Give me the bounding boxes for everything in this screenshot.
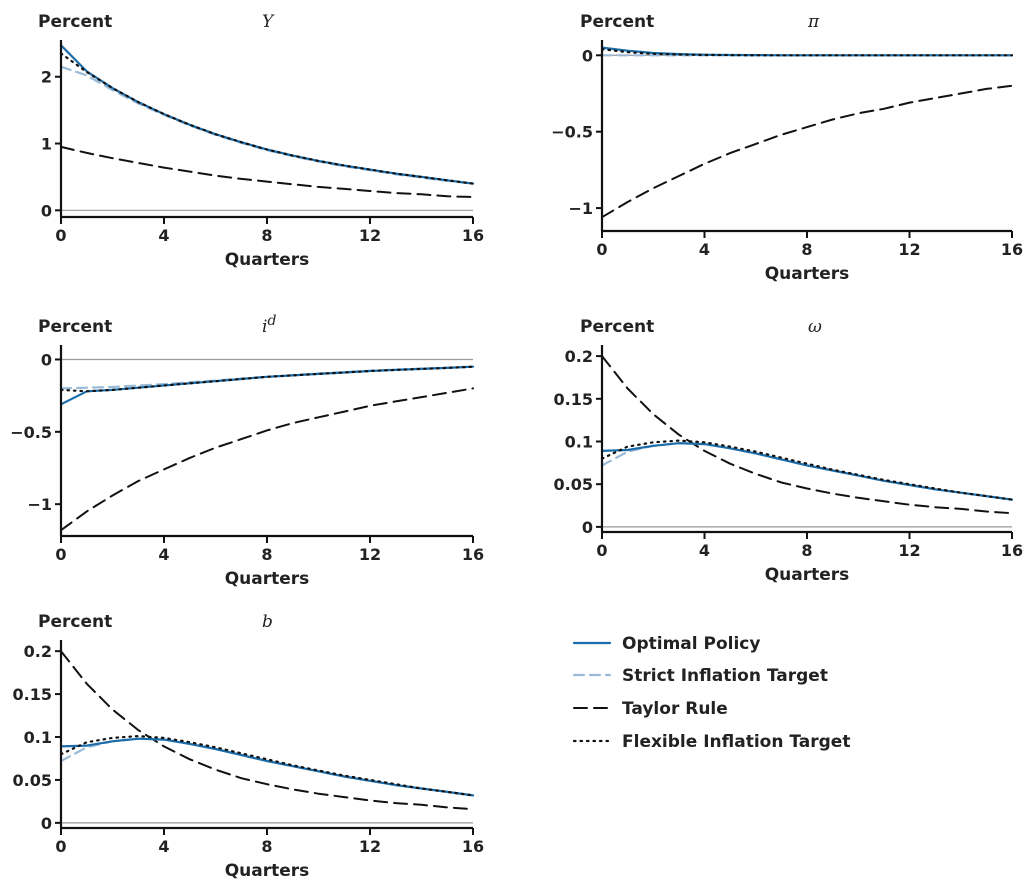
series-taylor-rule	[601, 84, 1013, 219]
x-tick-label: 8	[801, 240, 812, 259]
y-tick-label: −0.5	[551, 123, 593, 142]
y-tick-label: 0.1	[24, 728, 52, 747]
x-tick-label: 16	[462, 545, 484, 564]
panel-title: π	[807, 12, 820, 32]
x-axis-label: Quarters	[225, 861, 310, 881]
x-tick-label: 4	[699, 541, 710, 560]
x-tick-label: 16	[462, 226, 484, 245]
y-tick-label: 0	[41, 350, 52, 369]
series-optimal-policy	[600, 442, 1014, 501]
x-tick-label: 8	[261, 226, 272, 245]
y-tick-label: 0.15	[13, 685, 52, 704]
x-tick-label: 12	[359, 837, 381, 856]
x-tick-label: 8	[261, 837, 272, 856]
panel-5: Percent b 0 0.05 0.1 0.15 0.2 0 4 8 12 16 Quarters	[13, 612, 485, 881]
panel-3: Percent id 0 −0.5 −1 0 4 8 12 16 Quarters	[10, 313, 484, 589]
y-tick-label: 0.05	[13, 771, 52, 790]
y-tick-label: 0	[582, 518, 593, 537]
x-tick-label: 0	[596, 240, 607, 259]
y-tick-label: 2	[41, 68, 52, 87]
y-axis-label: Percent	[38, 12, 112, 32]
panel-2: Percent π 0 −0.5 −1 0 4 8 12 16 Quarters	[551, 12, 1023, 284]
series-flexible-inflation-target	[600, 439, 1014, 501]
x-tick-label: 12	[898, 240, 920, 259]
panel-title-symbol: b	[262, 612, 273, 632]
series-flexible-inflation-target	[59, 365, 475, 393]
x-tick-label: 8	[801, 541, 812, 560]
y-tick-label: 0	[41, 814, 52, 833]
y-axis-label: Percent	[38, 317, 112, 337]
legend-label-3: Taylor Rule	[622, 699, 728, 719]
series-optimal-policy	[600, 46, 1014, 57]
x-tick-label: 0	[55, 545, 66, 564]
y-tick-label: 0.2	[24, 642, 52, 661]
series-flexible-inflation-target	[59, 734, 475, 797]
panel-title: Y	[262, 12, 275, 32]
y-tick-label: 0.05	[554, 475, 593, 494]
series-taylor-rule	[601, 355, 1013, 515]
x-tick-label: 4	[699, 240, 710, 259]
x-tick-label: 12	[359, 226, 381, 245]
x-axis-label: Quarters	[765, 565, 850, 585]
y-axis-label: Percent	[38, 612, 112, 632]
legend-label-4: Flexible Inflation Target	[622, 732, 850, 752]
panel-title: id	[262, 313, 276, 337]
x-tick-label: 16	[1001, 541, 1023, 560]
legend-label-1: Optimal Policy	[622, 634, 760, 654]
x-tick-label: 16	[1001, 240, 1023, 259]
x-tick-label: 0	[55, 226, 66, 245]
x-tick-label: 16	[462, 837, 484, 856]
panel-title-superscript: d	[267, 313, 276, 329]
series-optimal-policy	[59, 44, 475, 185]
panel-title: b	[262, 612, 273, 632]
panel-title-symbol: π	[807, 12, 820, 32]
panel-4: Percent ω 0 0.05 0.1 0.15 0.2 0 4 8 12 16 Quarters	[554, 317, 1024, 585]
panel-title: ω	[808, 317, 822, 337]
y-tick-label: −1	[568, 199, 593, 218]
legend: Optimal Policy Strict Inflation Target Tay…	[572, 634, 850, 752]
x-tick-label: 4	[158, 837, 169, 856]
x-tick-label: 8	[261, 545, 272, 564]
y-tick-label: −1	[27, 495, 52, 514]
series-taylor-rule	[60, 387, 474, 532]
x-tick-label: 0	[596, 541, 607, 560]
x-tick-label: 4	[158, 226, 169, 245]
series-taylor-rule	[60, 145, 474, 198]
x-tick-label: 0	[55, 837, 66, 856]
panel-title-symbol: i	[262, 317, 267, 337]
panel-title-symbol: ω	[808, 317, 822, 337]
y-tick-label: 0	[41, 201, 52, 220]
y-tick-label: −0.5	[10, 423, 52, 442]
x-tick-label: 4	[158, 545, 169, 564]
y-axis-label: Percent	[580, 317, 654, 337]
series-optimal-policy	[59, 365, 475, 406]
y-tick-label: 0.1	[565, 432, 593, 451]
series-taylor-rule	[60, 650, 474, 811]
x-tick-label: 12	[898, 541, 920, 560]
y-axis-label: Percent	[580, 12, 654, 32]
y-tick-label: 1	[41, 135, 52, 154]
panel-title-symbol: Y	[262, 12, 275, 32]
legend-label-2: Strict Inflation Target	[622, 666, 828, 686]
x-tick-label: 12	[359, 545, 381, 564]
x-axis-label: Quarters	[225, 569, 310, 589]
series-flexible-inflation-target	[59, 52, 475, 185]
series-strict-inflation-target	[59, 65, 475, 185]
y-tick-label: 0.15	[554, 390, 593, 409]
y-tick-label: 0	[582, 46, 593, 65]
x-axis-label: Quarters	[765, 264, 850, 284]
x-axis-label: Quarters	[225, 250, 310, 270]
y-tick-label: 0.2	[565, 347, 593, 366]
